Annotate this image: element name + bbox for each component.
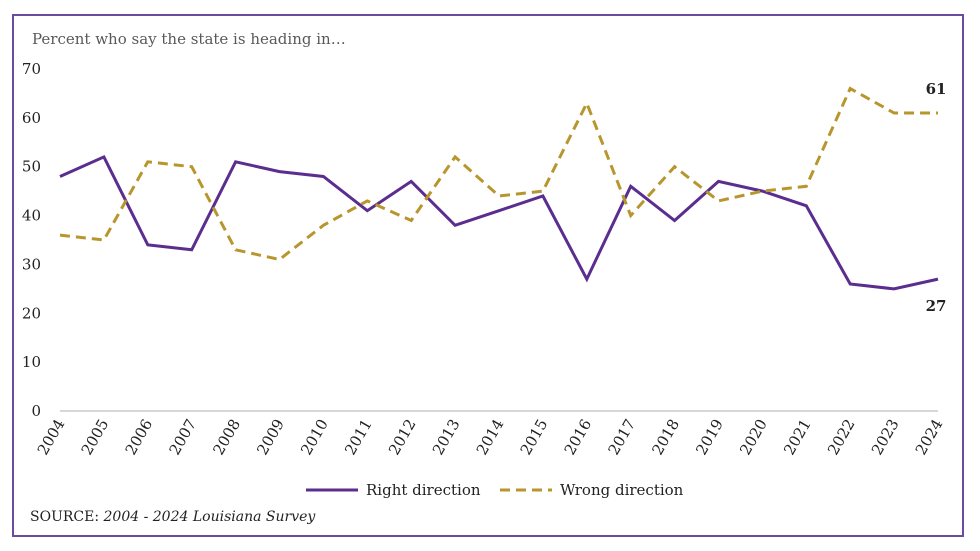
y-axis: 0 10 20 30 40 50 60 70 <box>22 60 41 420</box>
x-tick-label-2004: 2004 <box>34 416 69 458</box>
series-layer <box>59 86 939 291</box>
x-tick-label-2009: 2009 <box>253 416 288 458</box>
legend: Right direction Wrong direction <box>306 481 684 499</box>
x-tick-label-2005: 2005 <box>78 416 113 458</box>
legend-label-right-direction: Right direction <box>366 481 481 499</box>
annotation-layer: 61 27 <box>926 80 947 315</box>
x-tick-label-2008: 2008 <box>209 416 244 458</box>
x-tick-label-2020: 2020 <box>736 416 771 458</box>
x-tick-label-2019: 2019 <box>692 416 727 458</box>
x-tick-label-2012: 2012 <box>385 416 420 458</box>
legend-item-wrong-direction: Wrong direction <box>500 481 684 499</box>
x-tick-label-2024: 2024 <box>912 416 947 458</box>
series-line-wrong-direction <box>59 86 938 262</box>
source-note: SOURCE: 2004 - 2024 Louisiana Survey <box>30 509 316 525</box>
y-tick-label-0: 0 <box>31 402 41 420</box>
legend-label-wrong-direction: Wrong direction <box>560 481 684 499</box>
x-tick-label-2014: 2014 <box>473 416 508 458</box>
x-tick-label-2006: 2006 <box>122 416 157 458</box>
chart-subtitle: Percent who say the state is heading in… <box>32 30 346 48</box>
series-right-direction <box>59 154 939 291</box>
y-tick-label-50: 50 <box>22 158 41 176</box>
x-tick-label-2015: 2015 <box>517 416 552 458</box>
series-wrong-direction <box>59 86 938 262</box>
x-axis: 2004 2005 2006 2007 2008 2009 2010 2011 2012 2013… <box>34 416 947 458</box>
x-tick-label-2010: 2010 <box>297 416 332 458</box>
x-tick-label-2011: 2011 <box>341 416 376 458</box>
y-tick-label-40: 40 <box>22 207 41 225</box>
x-tick-label-2018: 2018 <box>648 416 683 458</box>
x-tick-label-2023: 2023 <box>868 416 903 458</box>
x-tick-label-2017: 2017 <box>604 416 639 458</box>
x-tick-label-2013: 2013 <box>429 416 464 458</box>
data-label-wrong-direction: 61 <box>926 80 947 98</box>
x-tick-label-2022: 2022 <box>824 416 859 458</box>
x-tick-label-2007: 2007 <box>165 416 200 458</box>
data-label-right-direction: 27 <box>926 297 947 315</box>
y-tick-label-10: 10 <box>22 353 41 371</box>
x-tick-label-2016: 2016 <box>561 416 596 458</box>
x-tick-label-2021: 2021 <box>780 416 815 458</box>
source-prefix: SOURCE: <box>30 509 104 525</box>
y-tick-label-30: 30 <box>22 255 41 273</box>
y-tick-label-70: 70 <box>22 60 41 78</box>
y-tick-label-20: 20 <box>22 304 41 322</box>
legend-item-right-direction: Right direction <box>306 481 481 499</box>
chart-frame <box>12 14 964 537</box>
source-text: 2004 - 2024 Louisiana Survey <box>103 509 317 525</box>
y-tick-label-60: 60 <box>22 109 41 127</box>
series-line-right-direction <box>59 154 939 291</box>
